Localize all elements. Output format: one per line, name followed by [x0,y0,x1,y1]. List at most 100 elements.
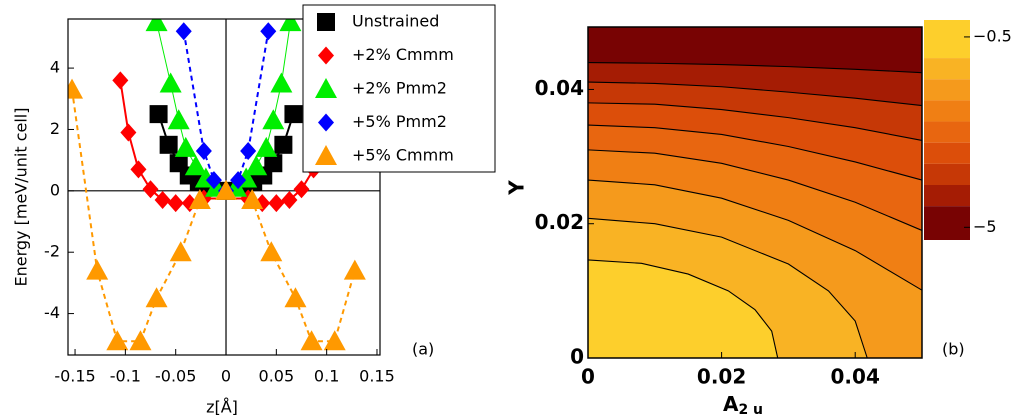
marker [254,194,271,213]
marker [315,145,337,165]
plot-frame [587,26,923,359]
legend-label: +5% Cmmm [352,146,454,165]
contour-line [587,102,923,142]
marker [284,105,303,124]
y-axis-label: Y [505,180,529,196]
marker [205,171,222,190]
marker [230,171,247,190]
marker [129,330,152,351]
marker [142,180,159,199]
legend-label: +5% Pmm2 [352,112,447,131]
marker [300,330,323,351]
x-tick-label: 0.15 [359,367,395,386]
marker [270,72,293,93]
legend-box [302,4,496,173]
marker [145,287,168,308]
y-tick-label: -2 [44,242,60,261]
y-tick-label: 2 [50,119,60,138]
x-tick-label: -0.05 [155,367,196,386]
marker [318,113,334,132]
panel-label: (a) [412,340,434,359]
contour-line [587,259,779,359]
contour-line [587,179,923,291]
y-tick-label: 0.02 [535,210,584,234]
marker [188,189,211,210]
x-tick-label: 0.1 [314,367,339,386]
marker [343,259,366,280]
x-tick-label: 0.02 [697,365,746,389]
y-tick-label: -4 [44,303,60,322]
marker [68,78,84,99]
x-axis-label: z[Å] [206,398,238,417]
marker [317,13,335,31]
marker [195,141,212,160]
y-tick-label: 0.04 [535,76,584,100]
y-tick-label: 0 [50,180,60,199]
colorbar-band [924,142,970,164]
marker [318,46,334,65]
colorbar-band [924,206,970,240]
marker [169,241,192,262]
y-tick-label: 0 [570,345,584,369]
marker [323,330,346,351]
x-axis-label-sub: 2 u [738,402,763,418]
marker [240,141,257,160]
marker [154,191,171,210]
contour-line [587,62,923,74]
legend-label: +2% Cmmm [352,45,454,64]
x-tick-label: 0.04 [831,365,880,389]
plot-area [68,19,380,355]
marker [159,135,178,154]
x-tick-label: -0.15 [54,367,95,386]
marker [274,135,293,154]
contour-line [587,149,923,231]
colorbar-band [924,58,970,80]
y-tick-label: 4 [50,58,60,77]
colorbar-band [924,20,970,59]
marker [149,105,168,124]
marker [112,71,129,90]
legend-label: Unstrained [352,12,439,31]
x-tick-label: 0 [221,367,231,386]
marker [281,191,298,210]
marker [174,136,197,157]
marker [284,287,307,308]
series-line [71,89,356,343]
contour-band [588,259,778,358]
marker [279,19,302,32]
marker [184,155,207,176]
marker [145,19,168,32]
colorbar-band [924,79,970,101]
colorbar-tick-label: −5 [973,217,997,236]
marker [120,123,137,142]
marker [264,154,283,173]
contour-line [587,81,923,107]
marker [175,22,192,41]
marker [260,241,283,262]
x-tick-label: 0 [581,365,595,389]
marker [167,194,184,213]
marker [260,22,277,41]
colorbar-band [924,121,970,143]
colorbar-band [924,100,970,122]
marker [106,330,129,351]
contour-line [587,124,923,181]
plot-frame [67,18,381,356]
marker [215,179,238,200]
contour-line [587,217,868,359]
marker [245,155,268,176]
x-axis-label: A2 u [723,392,763,419]
marker [86,259,109,280]
legend-label: +2% Pmm2 [352,79,447,98]
marker [262,109,285,130]
colorbar-tick-label: −0.5 [973,26,1012,45]
marker [159,72,182,93]
x-axis-label-main: A [723,392,739,416]
panel-label: (b) [942,340,965,359]
colorbar-band [924,185,970,207]
legend: Unstrained +2% Cmmm +2% Pmm2 +5% Pmm2 +5% Cm… [302,4,496,173]
y-axis-label: Energy [meV/unit cell] [12,108,31,287]
x-tick-label: -0.1 [110,367,141,386]
marker [241,189,264,210]
